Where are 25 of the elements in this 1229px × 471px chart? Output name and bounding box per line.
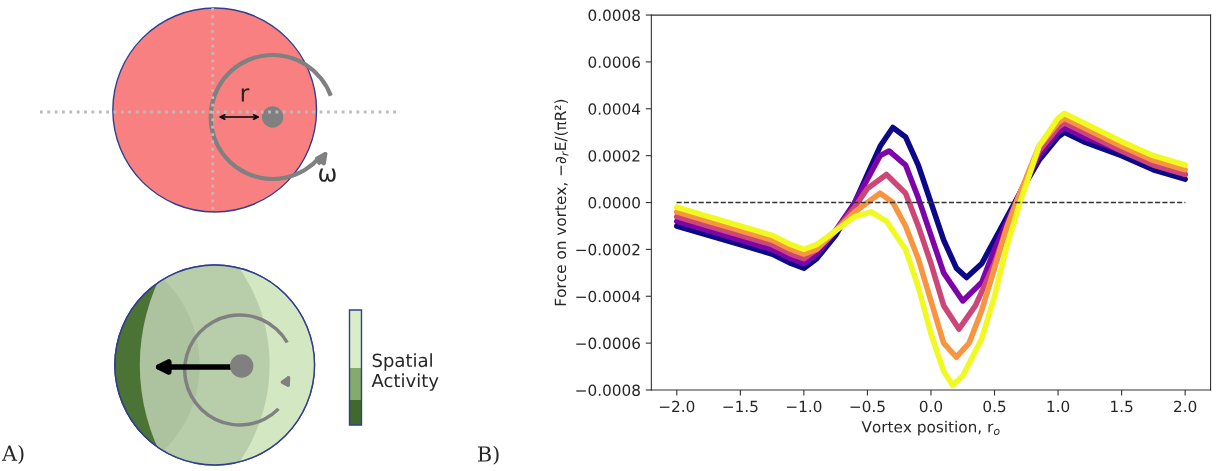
text: Spatial Activity	[371, 353, 439, 391]
y-tick-label: 0.0004	[588, 103, 641, 115]
text: A)	[1, 444, 24, 464]
x-tick-label: −1.0	[786, 400, 822, 413]
x-tick-label: −0.5	[850, 400, 885, 413]
y-tick-label: −0.0006	[576, 337, 640, 350]
y-tick-label: 0.0002	[588, 150, 640, 162]
y-tick-label: −0.0002	[576, 243, 640, 256]
y-tick-label: −0.0004	[576, 290, 641, 303]
x-tick-label: 2.0	[1174, 400, 1197, 413]
text: ω	[319, 168, 336, 182]
y-tick-label: −0.0008	[576, 384, 640, 397]
x-tick-label: 1.5	[1111, 400, 1133, 413]
y-axis-title: Force on vortex, −∂$_{r}$E/(πR²)	[554, 99, 569, 306]
y-tick-label: 0.0000	[588, 197, 640, 209]
x-tick-label: 1.0	[1047, 400, 1070, 413]
x-axis-title: Vortex position, r$_{o}$	[861, 420, 1000, 436]
y-tick-label: 0.0008	[588, 9, 640, 22]
text: r	[241, 88, 250, 102]
y-tick-label: 0.0006	[588, 56, 640, 68]
x-tick-label: 0.0	[919, 400, 943, 413]
x-tick-label: −2.0	[659, 400, 695, 413]
x-tick-label: −1.5	[723, 400, 758, 413]
text: B)	[478, 445, 499, 465]
x-tick-label: 0.5	[983, 400, 1006, 413]
